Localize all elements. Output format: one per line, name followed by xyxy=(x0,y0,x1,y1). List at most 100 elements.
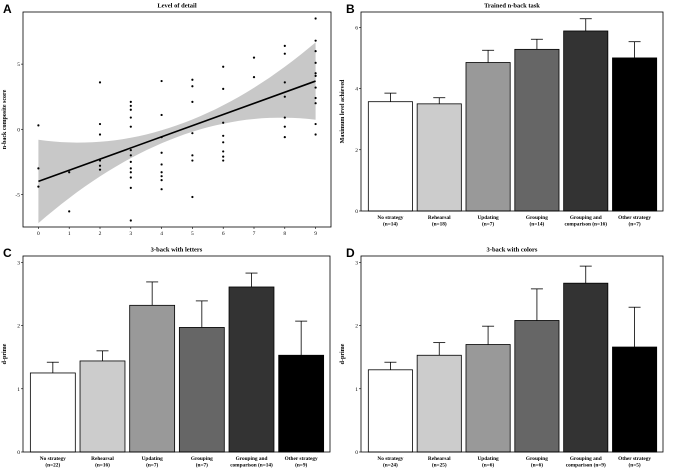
data-point xyxy=(314,86,317,89)
x-tick-label: 5 xyxy=(191,231,194,237)
data-point xyxy=(160,171,163,174)
bar xyxy=(563,30,609,212)
category-n-label: comparison (n=14) xyxy=(230,462,273,469)
data-point xyxy=(222,87,225,90)
data-point xyxy=(222,150,225,153)
data-point xyxy=(191,159,194,162)
data-point xyxy=(191,154,194,157)
y-tick-label: 5 xyxy=(17,62,20,68)
panel-d-title: 3-back with colors xyxy=(487,247,538,254)
panel-c-title: 3-back with letters xyxy=(151,247,203,254)
category-label: Other strategy xyxy=(618,456,651,462)
y-tick-label: 4 xyxy=(355,87,358,93)
category-n-label: (n=7) xyxy=(146,462,158,469)
data-point xyxy=(283,81,286,84)
category-n-label: (n=18) xyxy=(432,221,447,228)
bar xyxy=(416,103,462,212)
data-point xyxy=(160,188,163,191)
category-label: Grouping xyxy=(526,456,548,462)
x-tick-label: 9 xyxy=(314,231,317,237)
data-point xyxy=(283,44,286,47)
data-point xyxy=(314,102,317,105)
data-point xyxy=(160,163,163,166)
bar xyxy=(612,57,658,212)
data-point xyxy=(98,168,102,171)
data-point xyxy=(252,56,256,59)
data-point xyxy=(191,195,194,199)
x-tick-label: 3 xyxy=(129,231,132,237)
data-point xyxy=(129,167,132,170)
data-point xyxy=(129,171,132,174)
data-point xyxy=(283,125,286,128)
data-point xyxy=(98,159,102,162)
bar xyxy=(514,48,560,212)
data-point xyxy=(129,104,132,107)
category-n-label: (n=22) xyxy=(45,462,60,469)
category-n-label: (n=24) xyxy=(383,462,398,469)
data-point xyxy=(160,135,163,139)
data-point xyxy=(37,167,40,170)
data-point xyxy=(314,49,317,53)
y-tick-label: 0 xyxy=(17,127,20,133)
panel-a-y-axis-label: n-back composite score xyxy=(2,89,8,149)
x-tick-label: 8 xyxy=(283,231,286,237)
category-label: Rehearsal xyxy=(428,215,451,221)
y-tick-label: 1 xyxy=(355,387,358,393)
panel-b-frame xyxy=(360,11,664,212)
data-point xyxy=(160,113,163,117)
category-label: Rehearsal xyxy=(428,456,451,462)
panel-b-letter: B xyxy=(346,2,355,16)
y-tick-label: 2 xyxy=(355,324,358,330)
data-point xyxy=(283,116,286,119)
y-tick-label: -5 xyxy=(15,192,20,198)
y-tick-label: 0 xyxy=(355,450,358,456)
category-n-label: comparison (n=16) xyxy=(564,221,607,228)
bar xyxy=(228,286,275,453)
category-n-label: (n=14) xyxy=(530,221,545,228)
data-point xyxy=(37,185,40,188)
bar xyxy=(465,62,511,212)
data-point xyxy=(314,39,317,42)
bar xyxy=(563,282,609,453)
data-point xyxy=(160,79,163,83)
data-point xyxy=(222,159,225,162)
category-label: Grouping and xyxy=(570,215,602,221)
data-point xyxy=(314,74,317,77)
category-label: Other strategy xyxy=(285,456,318,462)
bar xyxy=(178,327,225,453)
category-n-label: (n=7) xyxy=(629,221,641,228)
data-point xyxy=(191,85,194,88)
data-point xyxy=(222,121,225,124)
data-point xyxy=(222,155,225,158)
bar xyxy=(79,360,126,453)
bar xyxy=(416,354,462,453)
data-point xyxy=(314,72,317,75)
category-label: No strategy xyxy=(377,215,403,221)
category-label: Grouping and xyxy=(236,456,268,462)
x-tick-label: 2 xyxy=(99,231,102,237)
category-n-label: (n=9) xyxy=(295,462,307,469)
panel-a-title: Level of detail xyxy=(157,3,197,10)
data-point xyxy=(222,141,225,144)
bar xyxy=(612,346,658,453)
panel-d-y-axis-label: d-prime xyxy=(340,343,346,364)
regression-line xyxy=(38,80,316,183)
data-point xyxy=(37,124,40,127)
y-tick-label: 1 xyxy=(17,387,20,393)
category-n-label: (n=6) xyxy=(531,462,543,469)
y-tick-label: 3 xyxy=(355,260,358,266)
x-tick-label: 6 xyxy=(222,231,225,237)
data-point xyxy=(98,133,102,136)
data-point xyxy=(129,154,132,157)
y-tick-label: 6 xyxy=(355,25,358,31)
data-point xyxy=(191,132,194,135)
x-tick-label: 4 xyxy=(160,231,163,237)
data-point xyxy=(160,175,163,178)
category-label: Updating xyxy=(477,456,499,462)
y-tick-label: 2 xyxy=(355,148,358,154)
category-label: Rehearsal xyxy=(91,456,114,462)
bar xyxy=(129,304,176,453)
panel-b-y-axis-label: Maximum level achieved xyxy=(340,79,346,143)
panel-d-frame xyxy=(360,255,664,453)
data-point xyxy=(283,52,286,55)
